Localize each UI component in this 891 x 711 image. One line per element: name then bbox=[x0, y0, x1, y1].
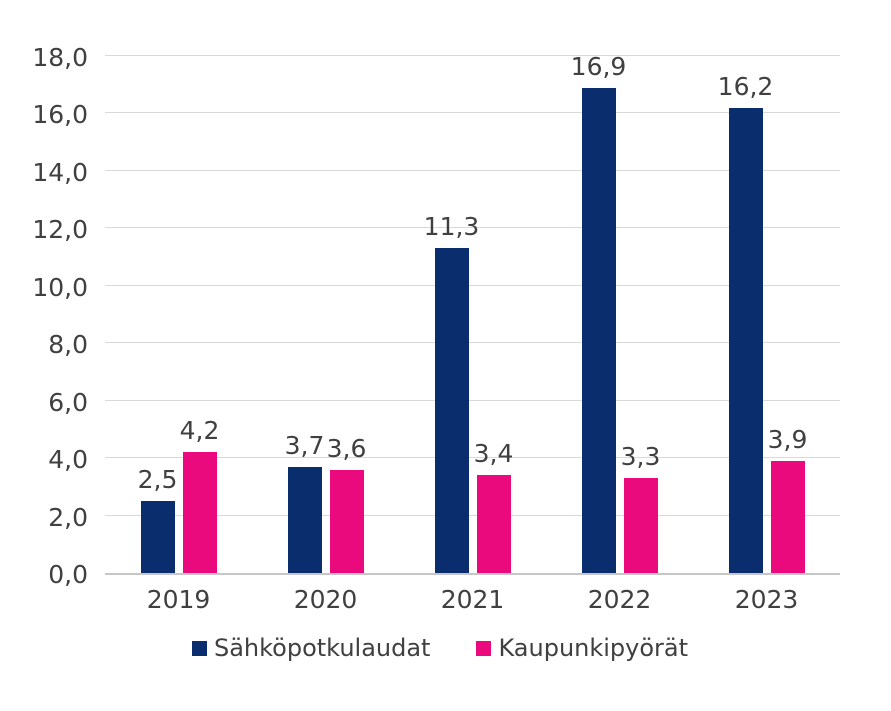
bar-groups: 2,5 4,2 3,7 3,6 11,3 3,4 16,9 3,3 16,2 3,9 bbox=[105, 52, 840, 573]
y-axis-tick-label: 18,0 bbox=[32, 43, 88, 72]
y-axis-labels: 0,0 2,0 4,0 6,0 8,0 10,0 12,0 14,0 16,0 18,0 bbox=[0, 43, 88, 589]
gridline bbox=[105, 227, 840, 229]
bar-kaupunkipyorat-2021: 3,4 bbox=[474, 439, 513, 573]
y-axis-tick-label: 12,0 bbox=[32, 215, 88, 245]
value-label: 3,3 bbox=[620, 442, 661, 472]
legend-swatch-navy-icon bbox=[191, 640, 207, 656]
legend: Sähköpotkulaudat Kaupunkipyörät bbox=[0, 634, 880, 662]
y-axis-tick-label: 2,0 bbox=[48, 502, 88, 532]
bar-kaupunkipyorat-2022: 3,3 bbox=[621, 442, 660, 573]
value-label: 3,7 bbox=[284, 430, 325, 460]
bar-group-2019: 2,5 4,2 bbox=[105, 58, 252, 573]
y-axis-tick-label: 8,0 bbox=[48, 330, 88, 360]
gridline bbox=[105, 457, 840, 459]
x-axis-tick-label: 2023 bbox=[734, 585, 799, 614]
bar-sahkopotkulaudat-2022: 16,9 bbox=[571, 52, 626, 573]
plot-area: 2,5 4,2 3,7 3,6 11,3 3,4 16,9 3,3 16,2 3,9 bbox=[105, 52, 840, 575]
x-axis-tick-label: 2022 bbox=[587, 585, 652, 614]
value-label: 16,2 bbox=[717, 71, 774, 101]
y-axis-tick-label: 16,0 bbox=[32, 100, 88, 130]
x-axis-labels: 2019 2020 2021 2022 2023 bbox=[105, 585, 840, 614]
y-axis-tick-label: 14,0 bbox=[32, 157, 88, 187]
bar-kaupunkipyorat-2020: 3,6 bbox=[327, 434, 366, 573]
bar-group-2020: 3,7 3,6 bbox=[252, 58, 399, 573]
legend-item-kaupunkipyorat: Kaupunkipyörät bbox=[476, 634, 688, 662]
y-axis-tick-label: 6,0 bbox=[48, 387, 88, 417]
bar-group-2022: 16,9 3,3 bbox=[546, 52, 693, 573]
bar-sahkopotkulaudat-2021: 11,3 bbox=[424, 212, 479, 573]
gridline bbox=[105, 169, 840, 171]
value-label: 3,4 bbox=[473, 439, 514, 469]
gridline bbox=[105, 399, 840, 401]
legend-item-sahkopotkulaudat: Sähköpotkulaudat bbox=[191, 634, 431, 662]
bar-sahkopotkulaudat-2020: 3,7 bbox=[285, 431, 324, 573]
bar-kaupunkipyorat-2023: 3,9 bbox=[768, 425, 807, 573]
legend-label-sahkopotkulaudat: Sähköpotkulaudat bbox=[213, 634, 431, 662]
bar-kaupunkipyorat-2019: 4,2 bbox=[180, 416, 219, 573]
y-axis-tick-label: 4,0 bbox=[48, 445, 88, 475]
legend-label-kaupunkipyorat: Kaupunkipyörät bbox=[498, 634, 689, 662]
value-label: 3,6 bbox=[326, 433, 367, 463]
value-label: 3,9 bbox=[767, 424, 808, 454]
gridline bbox=[105, 514, 840, 516]
gridline bbox=[105, 342, 840, 344]
value-label: 2,5 bbox=[137, 465, 178, 495]
x-axis-tick-label: 2019 bbox=[146, 585, 211, 614]
gridline bbox=[105, 284, 840, 286]
value-label: 16,9 bbox=[570, 51, 627, 81]
bar-sahkopotkulaudat-2019: 2,5 bbox=[138, 465, 177, 573]
x-axis-tick-label: 2020 bbox=[293, 585, 358, 614]
bar-group-2021: 11,3 3,4 bbox=[399, 58, 546, 573]
value-label: 11,3 bbox=[423, 212, 480, 242]
legend-swatch-pink-icon bbox=[476, 640, 492, 656]
y-axis-tick-label: 0,0 bbox=[48, 560, 88, 589]
value-label: 4,2 bbox=[179, 416, 220, 446]
gridlines bbox=[105, 55, 840, 573]
gridline bbox=[105, 112, 840, 114]
x-axis-tick-label: 2021 bbox=[440, 585, 505, 614]
y-axis-tick-label: 10,0 bbox=[32, 272, 88, 302]
bar-sahkopotkulaudat-2023: 16,2 bbox=[718, 72, 773, 573]
gridline bbox=[105, 55, 840, 56]
bar-group-2023: 16,2 3,9 bbox=[693, 58, 840, 573]
